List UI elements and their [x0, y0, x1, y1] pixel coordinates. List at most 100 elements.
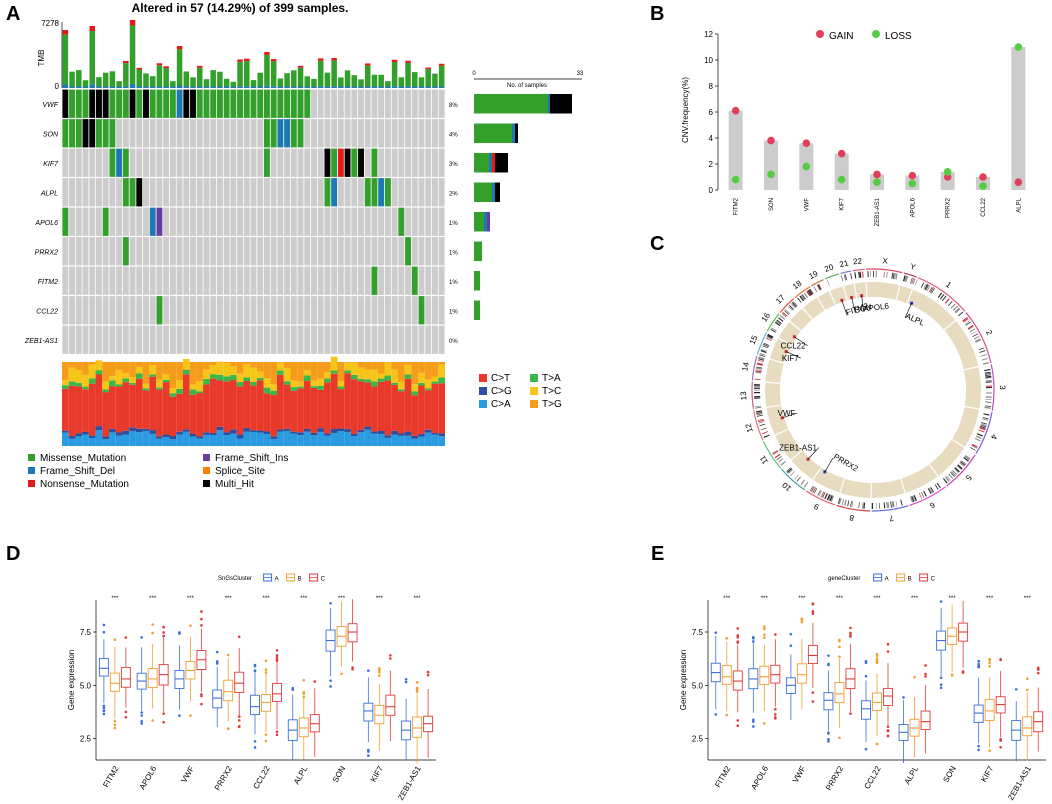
oncoprint-cell [230, 325, 237, 354]
chromosome-band [775, 320, 782, 326]
box-outlier [838, 639, 841, 643]
tmb-bar-segment [344, 70, 351, 87]
cnv-track [775, 429, 802, 460]
titv-bar-segment [229, 366, 237, 375]
titv-bar-segment [297, 381, 304, 387]
oncoprint-cell [183, 119, 190, 148]
box-outlier [389, 657, 392, 660]
oncoprint-cell [438, 207, 445, 236]
cnv-track [769, 338, 792, 363]
box-outlier [275, 730, 279, 734]
box-body [1022, 716, 1033, 737]
titv-bar-segment [122, 378, 130, 383]
oncoprint-cell [176, 296, 183, 325]
titv-bar-segment [250, 432, 257, 446]
box-outlier [237, 635, 241, 639]
box-outlier [827, 732, 830, 735]
significance-label: *** [723, 596, 731, 602]
oncoprint-cell [216, 237, 223, 266]
chromosome-band [972, 333, 979, 337]
oncoprint-cell [304, 119, 311, 148]
box-outlier [378, 668, 381, 672]
tmb-bar-segment [270, 59, 277, 62]
titv-bar-segment [397, 435, 405, 446]
titv-bar-segment [176, 434, 183, 446]
titv-bar-segment [431, 383, 439, 433]
chromosome-band [979, 350, 986, 353]
oncoprint-cell [337, 266, 344, 295]
oncoprint-cell [237, 178, 244, 207]
titv-bar-segment [236, 381, 244, 387]
chromosome-band [944, 476, 950, 482]
oncoprint-cell [102, 148, 109, 177]
box-outlier [264, 668, 268, 671]
box-outlier [275, 648, 279, 652]
tmb-bar-segment [123, 60, 129, 64]
box-body [109, 672, 120, 692]
cnv-track [907, 289, 956, 330]
titv-bar-segment [263, 387, 271, 394]
titv-bar-segment [209, 378, 217, 434]
oncoprint-cell [109, 207, 116, 236]
titv-bar-segment [149, 365, 157, 375]
oncoprint-cell [324, 266, 331, 295]
boxplot-legend-label: C [321, 577, 326, 583]
oncoprint-cell [149, 237, 156, 266]
titv-bar-segment [270, 395, 278, 437]
titv-bar-segment [337, 386, 345, 390]
chromosome-outline [965, 312, 992, 364]
oncoprint-cell [62, 296, 69, 325]
box-outlier [426, 673, 430, 677]
chromosome-band [878, 502, 880, 509]
tmb-bar-segment [109, 86, 116, 88]
chromosome-band [756, 413, 763, 416]
tmb-bar-segment [89, 84, 95, 88]
oncoprint-cell [290, 89, 297, 118]
titv-bar-segment [189, 436, 197, 446]
oncoprint-cell [102, 207, 109, 236]
oncoprint-cell [82, 266, 89, 295]
oncoprint-cell [75, 207, 82, 236]
chromosome-band [837, 497, 841, 504]
oncoprint-cell [311, 266, 317, 295]
box-outlier [849, 626, 852, 630]
oncoprint-cell [190, 178, 196, 207]
titv-bar-segment [384, 362, 392, 376]
box-outlier [864, 660, 868, 663]
oncoprint-cell [216, 178, 223, 207]
chromosome-label: 11 [758, 453, 770, 465]
oncoprint-cell [243, 296, 250, 325]
titv-bar-segment [149, 376, 157, 431]
oncoprint-cell [431, 89, 438, 118]
significance-label: *** [376, 596, 384, 602]
chromosome-outline [805, 490, 836, 506]
titv-bar-segment [182, 358, 190, 370]
titv-bar-segment [216, 426, 224, 431]
titv-bar-segment [135, 362, 143, 367]
chromosome-band [883, 271, 885, 278]
oncoprint-cell [122, 89, 129, 118]
oncoprint-cell [69, 266, 76, 295]
box-outlier [811, 610, 815, 613]
oncoprint-cell [196, 89, 203, 118]
box-outlier [200, 694, 203, 698]
oncoprint-cell [384, 178, 391, 207]
box-outlier [902, 696, 905, 699]
chromosome-ideogram [871, 498, 908, 509]
chromosome-band [928, 286, 933, 293]
oncoprint-cell [270, 178, 277, 207]
oncoprint-cell [324, 178, 331, 207]
chromosome-band [984, 371, 991, 374]
chromosome-band [785, 309, 791, 314]
chromosome-band [965, 321, 971, 326]
titv-bar-segment [270, 362, 278, 385]
tmb-bar-segment [257, 72, 263, 87]
tmb-bar-segment [398, 77, 405, 87]
chromosome-band [850, 500, 852, 507]
chromosome-band [886, 271, 888, 278]
titv-bar-segment [297, 432, 304, 436]
box-outlier [827, 737, 830, 741]
oncoprint-cell [270, 89, 277, 118]
box-outlier [351, 668, 354, 671]
oncoprint-cell [149, 178, 156, 207]
